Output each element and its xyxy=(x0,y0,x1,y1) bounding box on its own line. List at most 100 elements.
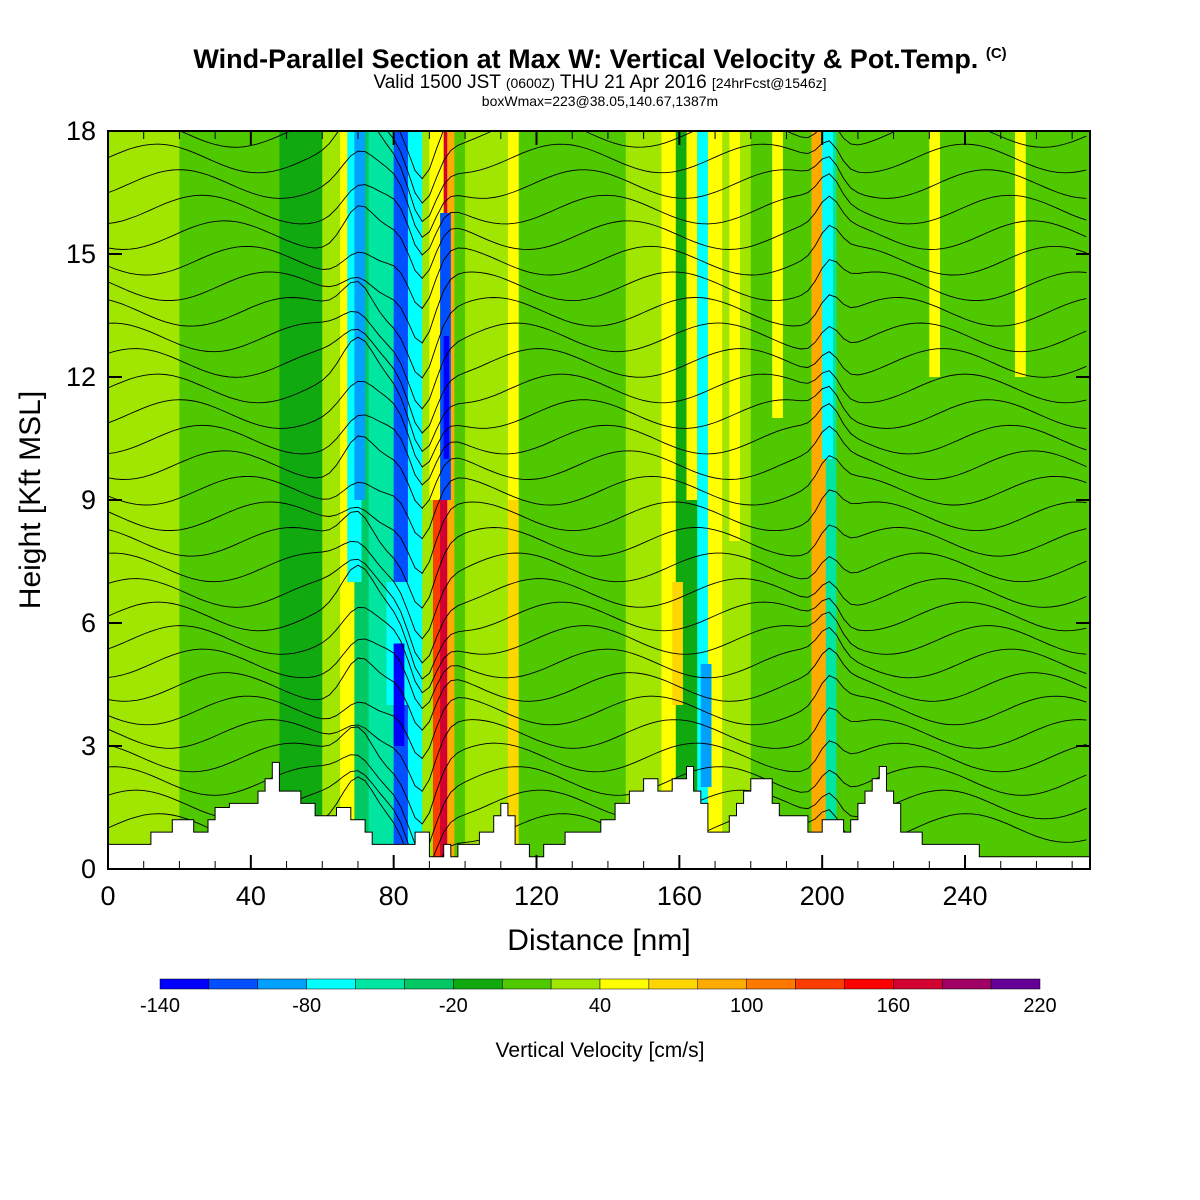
isentrope-line-11 xyxy=(108,540,1087,640)
terrain-mask xyxy=(108,761,1090,869)
colorbar-label: 100 xyxy=(730,995,763,1017)
colorbar-swatch-11 xyxy=(697,978,747,990)
box-info: boxWmax=223@38.05,140.67,1387m xyxy=(481,93,719,109)
velocity-streak-13 xyxy=(822,131,833,459)
x-axis: 0 40 80 120 160 200 240 xyxy=(100,131,1073,911)
chart-title-text: Wind-Parallel Section at Max W: Vertical… xyxy=(193,44,979,74)
velocity-streak-15 xyxy=(929,131,941,377)
isentrope-line-23 xyxy=(108,224,1087,310)
isentrope-line-21 xyxy=(108,281,1087,379)
isentrope-line-9 xyxy=(108,564,1087,680)
isentrope-line-5 xyxy=(108,674,1087,760)
isentrope-line-19 xyxy=(108,328,1087,434)
colorbar-swatch-15 xyxy=(893,978,943,990)
colorbar-label: -140 xyxy=(140,995,180,1017)
valid-date: THU 21 Apr 2016 xyxy=(559,72,707,93)
isentrope-line-15 xyxy=(108,425,1087,509)
velocity-column-20 xyxy=(697,131,709,869)
y-tick-label: 15 xyxy=(66,239,96,269)
isentrope-line-17 xyxy=(108,380,1087,468)
colorbar-label: 160 xyxy=(877,995,910,1017)
isentrope-line-7 xyxy=(108,626,1087,710)
colorbar-swatch-4 xyxy=(355,978,405,990)
velocity-column-21 xyxy=(707,131,723,869)
colorbar-swatch-1 xyxy=(208,978,259,990)
velocity-column-3 xyxy=(322,131,341,869)
velocity-column-17 xyxy=(625,131,662,869)
valid-time: Valid 1500 JST xyxy=(373,72,501,93)
x-tick-label: 80 xyxy=(379,881,409,911)
forecast-info: [24hrFcst@1546z] xyxy=(711,75,827,91)
chart-subtitle: Valid 1500 JST (0600Z) THU 21 Apr 2016 [… xyxy=(0,72,1200,94)
y-tick-label: 12 xyxy=(66,362,96,392)
colorbar-swatch-8 xyxy=(550,978,601,990)
isentrope-line-14 xyxy=(108,454,1087,540)
y-axis-title: Height [Kft MSL] xyxy=(14,391,47,609)
isentrope-line-3 xyxy=(108,726,1087,825)
x-tick-label: 120 xyxy=(514,881,559,911)
colorbar-swatch-0 xyxy=(159,978,210,990)
velocity-streak-11 xyxy=(729,131,741,541)
colorbar-label: -20 xyxy=(439,995,468,1017)
colorbar-label: 40 xyxy=(589,995,611,1017)
velocity-streak-1 xyxy=(354,131,366,500)
isentrope-line-8 xyxy=(108,606,1087,694)
colorbar-swatch-9 xyxy=(599,978,650,990)
isentrope-line-20 xyxy=(108,311,1087,410)
isentrope-line-24 xyxy=(108,195,1087,279)
velocity-streak-10 xyxy=(700,664,712,787)
velocity-column-9 xyxy=(422,131,434,869)
isentrope-line-6 xyxy=(108,647,1087,731)
velocity-column-18 xyxy=(661,131,677,869)
isentrope-line-28 xyxy=(179,131,1087,204)
y-tick-label: 18 xyxy=(66,116,96,146)
valid-utc: (0600Z) xyxy=(505,75,555,91)
velocity-column-6 xyxy=(368,131,395,869)
velocity-column-7 xyxy=(393,131,409,869)
colorbar-swatch-2 xyxy=(257,978,307,990)
plot-area xyxy=(108,131,1090,869)
chart-title: Wind-Parallel Section at Max W: Vertical… xyxy=(0,44,1200,75)
velocity-column-26 xyxy=(836,131,1090,869)
colorbar-swatch-17 xyxy=(990,978,1041,990)
isentrope-line-2 xyxy=(108,754,1087,854)
velocity-column-2 xyxy=(279,131,323,869)
velocity-column-8 xyxy=(407,131,423,869)
velocity-column-14 xyxy=(465,131,509,869)
isentrope-line-4 xyxy=(108,707,1087,792)
colorbar-label: 220 xyxy=(1023,995,1056,1017)
velocity-streak-3 xyxy=(393,643,405,746)
velocity-column-16 xyxy=(518,131,627,869)
y-tick-label: 6 xyxy=(81,608,96,638)
isentrope-line-25 xyxy=(108,173,1087,256)
velocity-fill-layer xyxy=(108,131,1090,869)
velocity-column-12 xyxy=(447,131,455,869)
x-tick-label: 0 xyxy=(100,881,115,911)
velocity-column-1 xyxy=(179,131,280,869)
colorbar-swatch-6 xyxy=(453,978,503,990)
y-tick-label: 0 xyxy=(81,854,96,884)
y-tick-label: 9 xyxy=(81,485,96,515)
colorbar-swatch-13 xyxy=(795,978,845,990)
y-tick-label: 3 xyxy=(81,731,96,761)
isentrope-line-18 xyxy=(108,336,1087,452)
colorbar-swatch-7 xyxy=(501,978,552,990)
x-tick-label: 240 xyxy=(942,881,987,911)
colorbar-swatch-16 xyxy=(941,978,992,990)
isentrope-line-27 xyxy=(108,131,1087,223)
isentrope-line-26 xyxy=(108,150,1087,238)
velocity-streak-9 xyxy=(686,131,698,500)
velocity-streak-8 xyxy=(672,582,683,705)
x-tick-label: 200 xyxy=(800,881,845,911)
isentrope-line-10 xyxy=(108,558,1087,664)
colorbar-label: -80 xyxy=(292,995,321,1017)
colorbar-title: Vertical Velocity [cm/s] xyxy=(496,1039,705,1062)
velocity-streak-6 xyxy=(443,336,450,459)
x-tick-label: 160 xyxy=(657,881,702,911)
y-axis: 0 3 6 9 12 15 18 xyxy=(66,116,1090,884)
colorbar-swatch-3 xyxy=(306,978,356,990)
isentrope-layer xyxy=(108,131,1087,869)
isentrope-line-13 xyxy=(108,489,1087,574)
velocity-column-25 xyxy=(825,131,837,869)
